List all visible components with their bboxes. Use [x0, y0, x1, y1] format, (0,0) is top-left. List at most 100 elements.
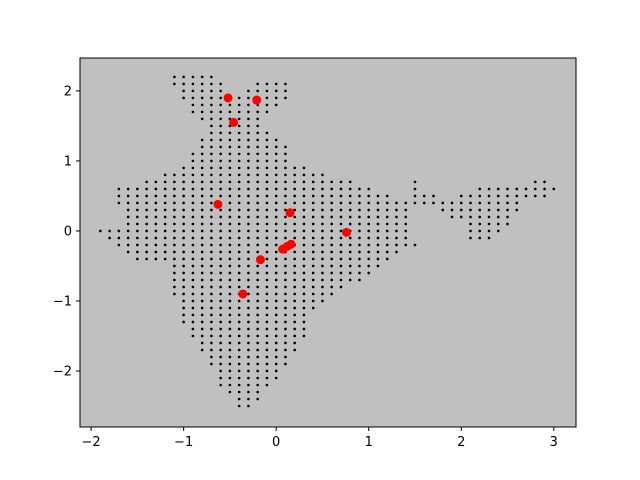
grid-point: [274, 313, 278, 317]
grid-point: [219, 369, 222, 373]
grid-point: [182, 243, 185, 247]
grid-point: [330, 250, 334, 254]
grid-point: [330, 257, 334, 261]
grid-point: [265, 173, 269, 177]
grid-point: [404, 222, 408, 226]
grid-point: [348, 222, 352, 226]
grid-point: [163, 187, 167, 191]
grid-point: [200, 236, 204, 240]
grid-point: [543, 194, 546, 198]
grid-point: [265, 369, 269, 373]
grid-point: [247, 369, 250, 373]
grid-point: [210, 271, 213, 275]
grid-point: [413, 201, 417, 205]
grid-point: [348, 257, 352, 261]
grid-point: [265, 264, 269, 268]
grid-point: [191, 320, 195, 324]
grid-point: [274, 145, 278, 149]
grid-point: [358, 194, 361, 198]
grid-point: [191, 278, 195, 282]
grid-point: [237, 369, 241, 373]
grid-point: [117, 201, 121, 205]
grid-point: [163, 180, 167, 184]
grid-point: [469, 229, 472, 233]
grid-point: [284, 187, 287, 191]
x-tick-label: 0: [272, 435, 280, 450]
grid-point: [219, 222, 222, 226]
grid-point: [200, 103, 204, 107]
grid-point: [284, 208, 287, 212]
grid-point: [293, 271, 296, 275]
grid-point: [173, 250, 176, 254]
grid-point: [487, 187, 491, 191]
grid-point: [237, 145, 241, 149]
grid-point: [219, 362, 222, 366]
grid-point: [136, 229, 139, 233]
grid-point: [330, 278, 334, 282]
grid-point: [395, 229, 398, 233]
grid-point: [145, 222, 148, 226]
grid-point: [339, 271, 343, 275]
grid-point: [163, 173, 167, 177]
x-tick-label: −1: [174, 435, 193, 450]
grid-point: [228, 145, 232, 149]
grid-point: [173, 187, 176, 191]
grid-point: [210, 320, 213, 324]
grid-point: [506, 201, 509, 205]
grid-point: [265, 292, 269, 296]
grid-point: [173, 257, 176, 261]
grid-point: [191, 89, 195, 93]
grid-point: [284, 313, 287, 317]
grid-point: [154, 180, 158, 184]
grid-point: [284, 278, 287, 282]
grid-point: [247, 376, 250, 380]
grid-point: [237, 131, 241, 135]
grid-point: [256, 138, 259, 142]
grid-point: [200, 201, 204, 205]
grid-point: [163, 201, 167, 205]
grid-point: [265, 278, 269, 282]
grid-point: [358, 215, 361, 219]
grid-point: [210, 131, 213, 135]
grid-point: [219, 376, 222, 380]
grid-point: [311, 236, 315, 240]
grid-point: [200, 159, 204, 163]
grid-point: [136, 201, 139, 205]
grid-point: [367, 257, 371, 261]
grid-point: [274, 208, 278, 212]
grid-point: [228, 201, 232, 205]
grid-point: [293, 292, 296, 296]
data-point: [285, 208, 295, 218]
grid-point: [200, 264, 204, 268]
grid-point: [126, 187, 130, 191]
grid-point: [256, 341, 259, 345]
grid-point: [210, 124, 213, 128]
grid-point: [321, 180, 324, 184]
grid-point: [302, 215, 306, 219]
grid-point: [237, 264, 241, 268]
grid-point: [348, 250, 352, 254]
grid-point: [191, 110, 195, 114]
grid-point: [478, 222, 482, 226]
grid-point: [256, 313, 259, 317]
grid-point: [284, 285, 287, 289]
grid-point: [247, 236, 250, 240]
grid-point: [395, 236, 398, 240]
grid-point: [256, 145, 259, 149]
grid-point: [358, 229, 361, 233]
grid-point: [487, 236, 491, 240]
grid-point: [506, 187, 509, 191]
grid-point: [154, 236, 158, 240]
grid-point: [247, 383, 250, 387]
grid-point: [311, 299, 315, 303]
grid-point: [200, 110, 204, 114]
grid-point: [182, 166, 185, 170]
grid-point: [247, 257, 250, 261]
grid-point: [293, 348, 296, 352]
data-point: [342, 227, 352, 237]
grid-point: [210, 82, 213, 86]
grid-point: [302, 236, 306, 240]
grid-point: [191, 250, 195, 254]
grid-point: [182, 292, 185, 296]
grid-point: [274, 138, 278, 142]
